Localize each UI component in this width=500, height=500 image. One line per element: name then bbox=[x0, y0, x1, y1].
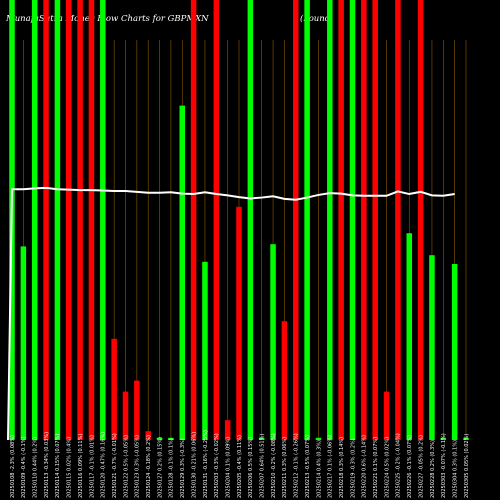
bar-up bbox=[156, 437, 163, 440]
x-tick-label: 20250207 0.64% (0.51%) bbox=[260, 434, 266, 498]
bar-up bbox=[179, 105, 185, 440]
x-tick-label: 20250213 -0.5% (0.07%) bbox=[305, 435, 311, 498]
x-tick-label: 20250217 0.1% (-0.06%) bbox=[328, 435, 334, 498]
bar-down bbox=[395, 0, 401, 440]
bar-down bbox=[134, 380, 140, 440]
x-tick-label: 20250127 0.2% (0.15%) bbox=[157, 437, 163, 498]
x-tick-labels: 20250108 -2.3% (0.08%) 20250109 -0.4% (-0… bbox=[10, 430, 470, 498]
bar-up bbox=[270, 244, 276, 440]
x-tick-label: 20250226 -0.1% (0.07%) bbox=[407, 435, 413, 498]
bar-down bbox=[213, 0, 220, 440]
bar-down bbox=[77, 0, 83, 440]
bar-down bbox=[236, 206, 242, 440]
bar-up bbox=[202, 261, 208, 440]
bar-down bbox=[281, 321, 288, 440]
bar-up bbox=[31, 0, 38, 440]
x-tick-label: 20250210 -0.2% (-0.08%) bbox=[271, 433, 277, 498]
x-tick-label: 20250131 -0.16% (-0.25%) bbox=[203, 430, 209, 498]
x-tick-label: 20250206 0.5% (0.15%) bbox=[248, 437, 254, 498]
bar-up bbox=[20, 246, 27, 440]
x-tick-label: 20250214 0.4% (0.3%) bbox=[316, 440, 322, 498]
x-tick-label: 20250225 -0.2% (-0.04%) bbox=[396, 433, 402, 498]
bar-down bbox=[88, 0, 95, 440]
x-tick-label: 20250218 0.3% (0.14%) bbox=[339, 437, 345, 498]
x-tick-label: 20250109 -0.4% (-0.1%) bbox=[21, 436, 27, 498]
x-tick-label: 20250227 -0.05% (0.2%) bbox=[418, 435, 424, 498]
bar-down bbox=[417, 0, 424, 440]
x-tick-label: 20250220 0.6% (-0.14%) bbox=[362, 435, 368, 498]
bar-series bbox=[9, 0, 469, 440]
x-tick-label: 20250224 0.5% (0.02%) bbox=[384, 437, 390, 498]
x-tick-label: 20250130 -0.21% (0.06%) bbox=[191, 432, 197, 498]
x-tick-label: 20250117 -0.1% (0.01%) bbox=[89, 435, 95, 498]
bar-up bbox=[54, 0, 61, 440]
bar-down bbox=[66, 0, 72, 440]
x-tick-label: 20250115 0.02% (0.4%) bbox=[67, 437, 73, 498]
x-tick-label: 20250123 0.3% (-0.05%) bbox=[135, 435, 141, 498]
bar-up bbox=[258, 437, 265, 440]
bar-down bbox=[338, 0, 344, 440]
bar-down bbox=[293, 0, 299, 440]
trend-line bbox=[7, 186, 455, 441]
bar-up bbox=[247, 0, 254, 440]
bar-up bbox=[168, 437, 174, 440]
x-tick-label: 20250304 0.3% (0.1%) bbox=[452, 440, 458, 498]
bar-up bbox=[429, 255, 435, 440]
bar-down bbox=[190, 0, 197, 440]
bar-up bbox=[440, 437, 447, 440]
x-tick-label: 20250228 0.2% (0.3%) bbox=[430, 440, 436, 498]
x-tick-label: 20250303 -0.07% (-0.1%) bbox=[441, 433, 447, 498]
bar-down bbox=[224, 420, 231, 440]
x-tick-label: 20250212 -0.1% (-0.26%) bbox=[294, 433, 300, 498]
trend-line-path bbox=[7, 186, 455, 441]
x-tick-label: 20250113 -0.34% (0.03%) bbox=[44, 432, 50, 498]
bar-down bbox=[145, 431, 151, 440]
bar-up bbox=[304, 0, 310, 440]
x-tick-label: 20250116 0.09% (0.11%) bbox=[78, 434, 84, 498]
bar-up bbox=[100, 0, 106, 440]
bar-up bbox=[315, 437, 322, 440]
x-tick-label: 20250204 0.1% (0.09%) bbox=[225, 437, 231, 498]
bar-down bbox=[361, 0, 367, 440]
x-tick-label: 20250205 -0.4% (0.11%) bbox=[237, 435, 243, 498]
bar-down bbox=[122, 391, 129, 440]
bar-up bbox=[327, 0, 333, 440]
bar-up bbox=[451, 264, 458, 440]
x-tick-label: 20250124 -0.18% (0.2%) bbox=[146, 435, 152, 498]
x-tick-label: 20250305 0.05% (0.02%) bbox=[464, 434, 470, 498]
bar-down bbox=[372, 0, 378, 440]
chart-title-suffix: (Pound bbox=[300, 14, 331, 24]
x-tick-label: 20250128 -0.1% (0.1%) bbox=[169, 438, 175, 498]
chart-title: MunafaSutra Money Flow Charts for GBPMXN bbox=[6, 14, 209, 24]
x-tick-label: 20250211 0.3% (0.06%) bbox=[282, 437, 288, 498]
bar-up bbox=[406, 233, 412, 440]
bar-down bbox=[111, 338, 117, 440]
bar-down bbox=[43, 0, 49, 440]
bar-up bbox=[349, 0, 356, 440]
bar-down bbox=[383, 391, 390, 440]
x-tick-label: 20250121 -0.7% (-0.01%) bbox=[112, 433, 118, 498]
x-tick-label: 20250110 0.44% (0.2%) bbox=[33, 437, 39, 498]
x-tick-label: 20250122 0.5% (-0.05%) bbox=[123, 435, 129, 498]
x-tick-label: 20250108 -2.3% (0.08%) bbox=[10, 435, 16, 498]
x-tick-label: 20250129 0.3% (-0.3%) bbox=[180, 438, 186, 498]
x-tick-label: 20250221 0.1% (0.07%) bbox=[373, 437, 379, 498]
x-tick-label: 20250120 -0.47% (0.16%) bbox=[101, 432, 107, 498]
bar-up bbox=[463, 437, 469, 440]
x-tick-label: 20250114 0.15% (0.07%) bbox=[55, 434, 61, 498]
x-tick-label: 20250219 -0.3% (0.2%) bbox=[350, 438, 356, 498]
x-tick-label: 20250203 -0.3% (-0.02%) bbox=[214, 433, 220, 498]
